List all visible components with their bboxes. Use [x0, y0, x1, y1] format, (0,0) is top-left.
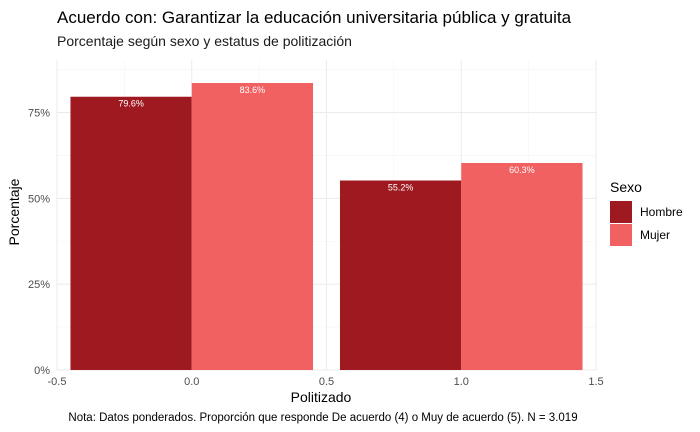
bar-label-mujer-1: 60.3%	[509, 165, 535, 175]
bars	[70, 83, 583, 370]
x-axis-ticks: -0.5 0.0 0.5 1.0 1.5	[48, 376, 604, 388]
x-tick-label: 0.0	[184, 376, 199, 388]
x-tick-label: -0.5	[48, 376, 67, 388]
x-tick-label: 1.0	[454, 376, 469, 388]
y-tick-label: 0%	[34, 365, 50, 377]
bar-label-mujer-0: 83.6%	[240, 85, 266, 95]
x-axis-label: Politizado	[291, 389, 352, 405]
x-tick-label: 0.5	[319, 376, 334, 388]
legend: Sexo Hombre Mujer	[610, 179, 683, 246]
bar-mujer-0	[191, 83, 314, 370]
legend-key-mujer	[610, 224, 632, 246]
legend-title: Sexo	[610, 179, 642, 195]
bar-hombre-0	[70, 96, 192, 370]
chart-caption: Nota: Datos ponderados. Proporción que r…	[68, 412, 577, 424]
x-tick-label: 1.5	[588, 376, 603, 388]
y-tick-label: 50%	[28, 193, 50, 205]
y-axis-label: Porcentaje	[6, 178, 22, 245]
legend-label-hombre: Hombre	[640, 205, 683, 219]
legend-label-mujer: Mujer	[640, 228, 670, 242]
bar-label-hombre-0: 79.6%	[118, 99, 144, 109]
y-tick-label: 25%	[28, 279, 50, 291]
y-tick-label: 75%	[28, 108, 50, 120]
chart-title: Acuerdo con: Garantizar la educación uni…	[57, 8, 572, 27]
bar-label-hombre-1: 55.2%	[388, 182, 414, 192]
legend-key-hombre	[610, 201, 632, 223]
bar-hombre-1	[339, 180, 462, 370]
y-axis-ticks: 0% 25% 50% 75%	[28, 108, 50, 377]
chart-subtitle: Porcentaje según sexo y estatus de polit…	[57, 33, 352, 49]
bar-labels: 79.6% 55.2% 83.6% 60.3%	[118, 85, 534, 192]
bar-mujer-1	[461, 162, 583, 370]
